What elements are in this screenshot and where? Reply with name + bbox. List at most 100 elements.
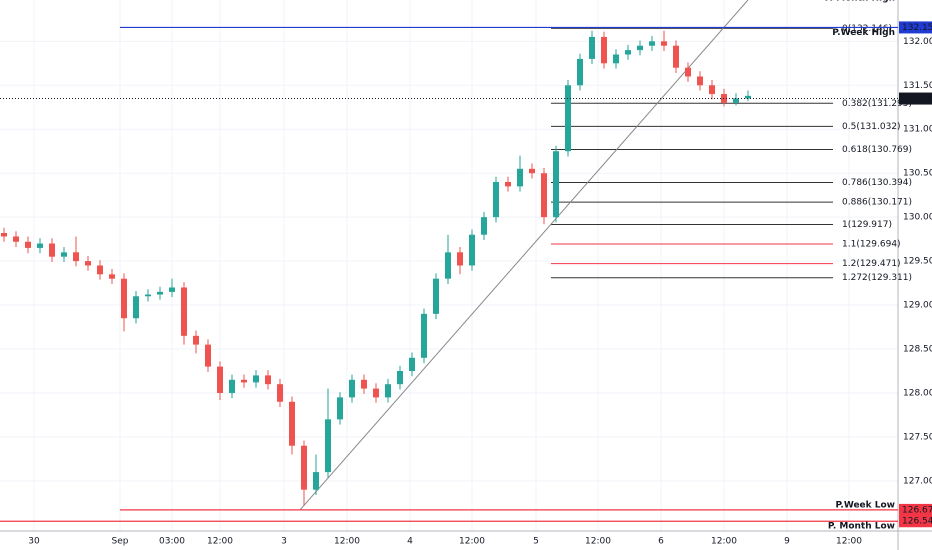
price-tag-label: 132.158 xyxy=(902,23,932,33)
candle-body xyxy=(601,36,607,64)
x-tick-label: 12:00 xyxy=(585,537,611,547)
candle-body xyxy=(433,278,439,314)
x-tick-label: Sep xyxy=(112,537,129,547)
candle-body xyxy=(85,261,91,266)
candle-body xyxy=(181,287,187,336)
candle-body xyxy=(493,181,499,218)
candle-body xyxy=(13,236,19,242)
x-tick-label: 12:00 xyxy=(711,537,737,547)
candle-body xyxy=(661,41,667,46)
candle-body xyxy=(385,384,391,398)
candle-body xyxy=(505,181,511,187)
candle-body xyxy=(397,370,403,385)
level-name: P. Month Low xyxy=(828,522,895,532)
x-tick-label: 6 xyxy=(658,537,664,547)
candle-body xyxy=(253,375,259,383)
candle-body xyxy=(481,217,487,235)
candle-body xyxy=(349,379,355,398)
candle-body xyxy=(457,252,463,266)
y-tick-label: 132.000 xyxy=(903,37,932,47)
candle-body xyxy=(361,379,367,389)
price-tag-label: 126.541 xyxy=(902,517,932,527)
fib-label: 0.382(131.295) xyxy=(842,99,912,109)
x-tick-label: 30 xyxy=(28,537,40,547)
price-tag xyxy=(899,503,932,516)
candle-body xyxy=(697,76,703,86)
candle-body xyxy=(73,252,79,262)
fib-label: 1.2(129.471) xyxy=(842,259,901,269)
candle-body xyxy=(373,388,379,398)
candle-body xyxy=(277,384,283,402)
candle-body xyxy=(145,294,151,297)
candle-body xyxy=(565,85,571,152)
fib-label: 0.886(130.171) xyxy=(842,198,912,208)
candle-body xyxy=(157,291,163,295)
candle-body xyxy=(613,54,619,64)
candle-body xyxy=(337,397,343,420)
fib-label: 1(129.917) xyxy=(842,220,892,230)
candle-body xyxy=(409,357,415,371)
candle-body xyxy=(169,287,175,292)
x-tick-label: 03:00 xyxy=(159,537,185,547)
x-tick-label: 4 xyxy=(407,537,413,547)
y-tick-label: 130.000 xyxy=(903,213,932,223)
y-tick-label: 131.000 xyxy=(903,125,932,135)
fib-label: 0.618(130.769) xyxy=(842,145,912,155)
candle-body xyxy=(121,278,127,319)
x-tick-label: 12:00 xyxy=(836,537,862,547)
candle-body xyxy=(229,379,235,393)
price-tag-label: 131.349 xyxy=(902,94,932,104)
candle-body xyxy=(265,375,271,385)
x-tick-label: 12:00 xyxy=(334,537,360,547)
candle-body xyxy=(637,45,643,51)
x-tick-label: 9 xyxy=(784,537,790,547)
candle-body xyxy=(733,98,739,103)
price-tag xyxy=(899,92,932,105)
x-tick-label: 5 xyxy=(533,537,539,547)
candle-body xyxy=(25,241,31,248)
candle-body xyxy=(217,366,223,393)
candle-body xyxy=(445,252,451,279)
y-tick-label: 128.000 xyxy=(903,388,932,398)
candle-body xyxy=(529,168,535,174)
fib-label: 0.786(130.394) xyxy=(842,178,912,188)
month-high-label: P. Month High xyxy=(825,0,895,4)
candle-body xyxy=(589,36,595,59)
candle-body xyxy=(577,58,583,86)
candle-body xyxy=(241,379,247,383)
price-tag-label: 126.670 xyxy=(902,505,932,515)
fib-label: 0.5(131.032) xyxy=(842,122,901,132)
candle-body xyxy=(553,151,559,218)
candle-body xyxy=(313,472,319,490)
fib-label: 0(132.146) xyxy=(842,24,892,34)
candle-body xyxy=(649,41,655,46)
candle-body xyxy=(745,95,751,99)
x-tick-label: 3 xyxy=(281,537,287,547)
fib-label: 1.1(129.694) xyxy=(842,240,901,250)
candle-body xyxy=(673,45,679,68)
candle-body xyxy=(1,232,7,237)
y-tick-label: 127.000 xyxy=(903,476,932,486)
candle-body xyxy=(301,445,307,490)
candle-body xyxy=(625,50,631,55)
y-tick-label: 127.500 xyxy=(903,432,932,442)
candle-body xyxy=(133,296,139,319)
candle-body xyxy=(193,335,199,345)
level-name: P.Week High xyxy=(832,28,895,38)
trend-line xyxy=(299,0,749,511)
price-tag xyxy=(899,515,932,528)
x-tick-label: 12:00 xyxy=(207,537,233,547)
y-tick-label: 129.000 xyxy=(903,301,932,311)
candle-body xyxy=(685,67,691,77)
y-tick-label: 130.500 xyxy=(903,169,932,179)
candle-body xyxy=(61,252,67,257)
candle-body xyxy=(109,274,115,279)
x-tick-label: 12:00 xyxy=(459,537,485,547)
y-tick-label: 129.500 xyxy=(903,257,932,267)
price-tag xyxy=(899,21,932,34)
fib-label: 1.272(129.311) xyxy=(842,273,912,283)
level-name: P.Week Low xyxy=(835,500,895,510)
candle-body xyxy=(205,344,211,367)
candle-body xyxy=(97,265,103,275)
